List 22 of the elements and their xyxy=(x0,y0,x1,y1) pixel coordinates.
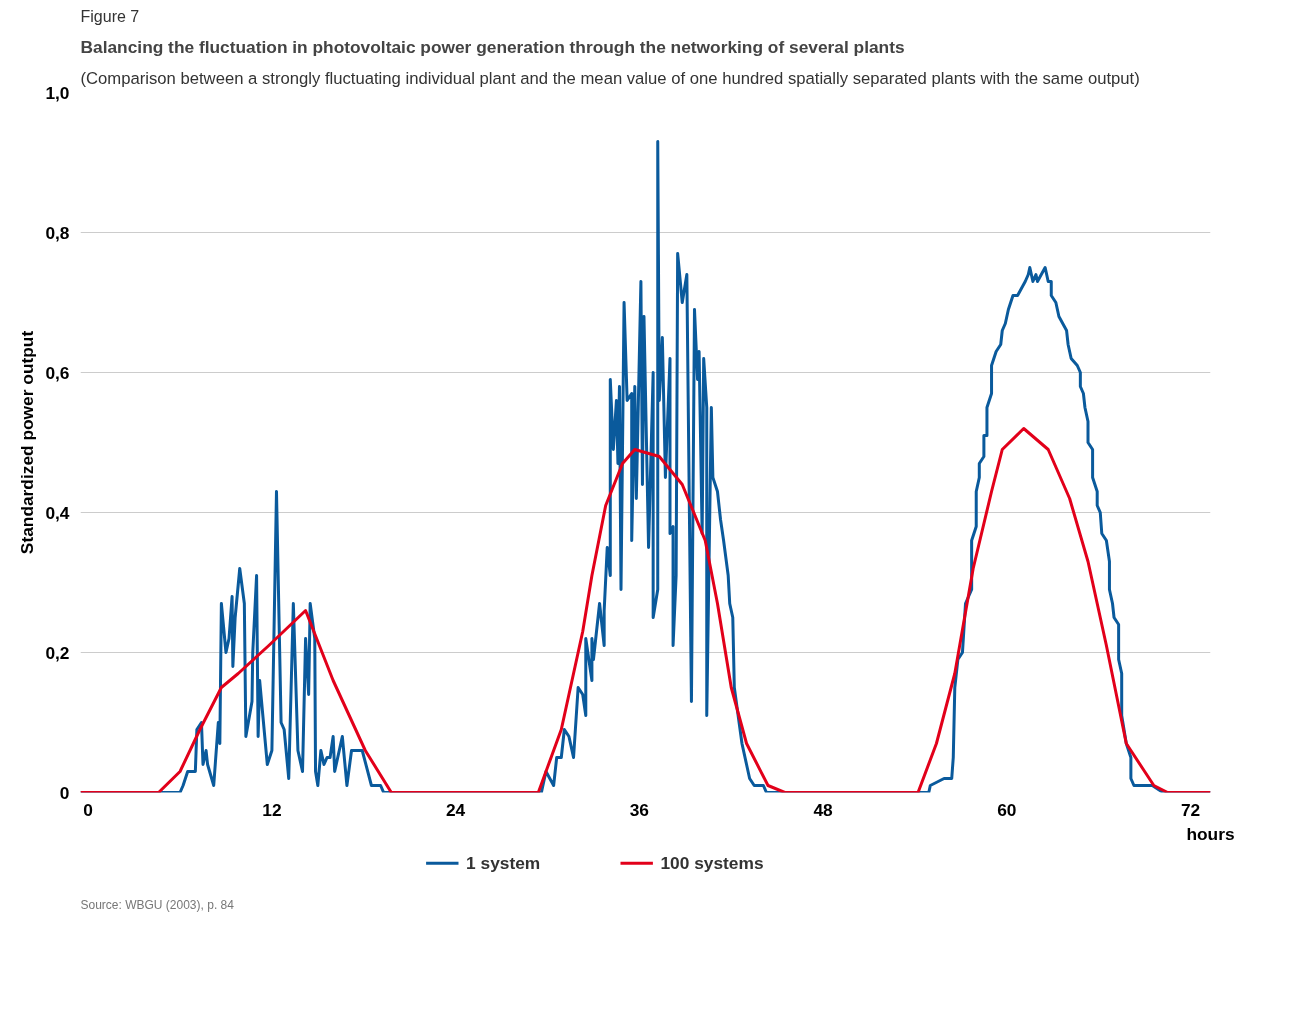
y-tick-label: 1,0 xyxy=(45,82,70,103)
y-axis-title: Standardized power output xyxy=(17,330,38,555)
source-note: Source: WBGU (2003), p. 84 xyxy=(80,897,235,912)
x-tick-label: 72 xyxy=(1180,799,1201,820)
x-tick-label: 48 xyxy=(813,799,834,820)
y-tick-label: 0,6 xyxy=(45,362,70,383)
chart-subtitle: (Comparison between a strongly fluctuating individual plant and the mean value of one hundred spatially separated plants with the same output) xyxy=(80,68,1140,88)
chart-title: Balancing the fluctuation in photovoltaic power generation through the networking of several plants xyxy=(80,36,905,57)
caption: Figure 7 xyxy=(80,7,140,25)
y-tick-label: 0,4 xyxy=(45,502,70,523)
x-axis-title: hours xyxy=(1186,823,1235,844)
legend-label: 100 systems xyxy=(660,853,764,874)
line-series xyxy=(80,427,1211,793)
x-tick-label: 12 xyxy=(262,799,282,820)
x-tick-label: 0 xyxy=(83,799,93,820)
x-tick-label: 60 xyxy=(997,799,1017,820)
y-tick-label: 0,8 xyxy=(45,222,70,243)
y-tick-label: 0 xyxy=(59,782,70,803)
legend-label: 1 system xyxy=(466,853,541,874)
x-tick-label: 36 xyxy=(629,799,650,820)
y-tick-label: 0,2 xyxy=(45,642,70,663)
x-tick-label: 24 xyxy=(446,799,466,820)
